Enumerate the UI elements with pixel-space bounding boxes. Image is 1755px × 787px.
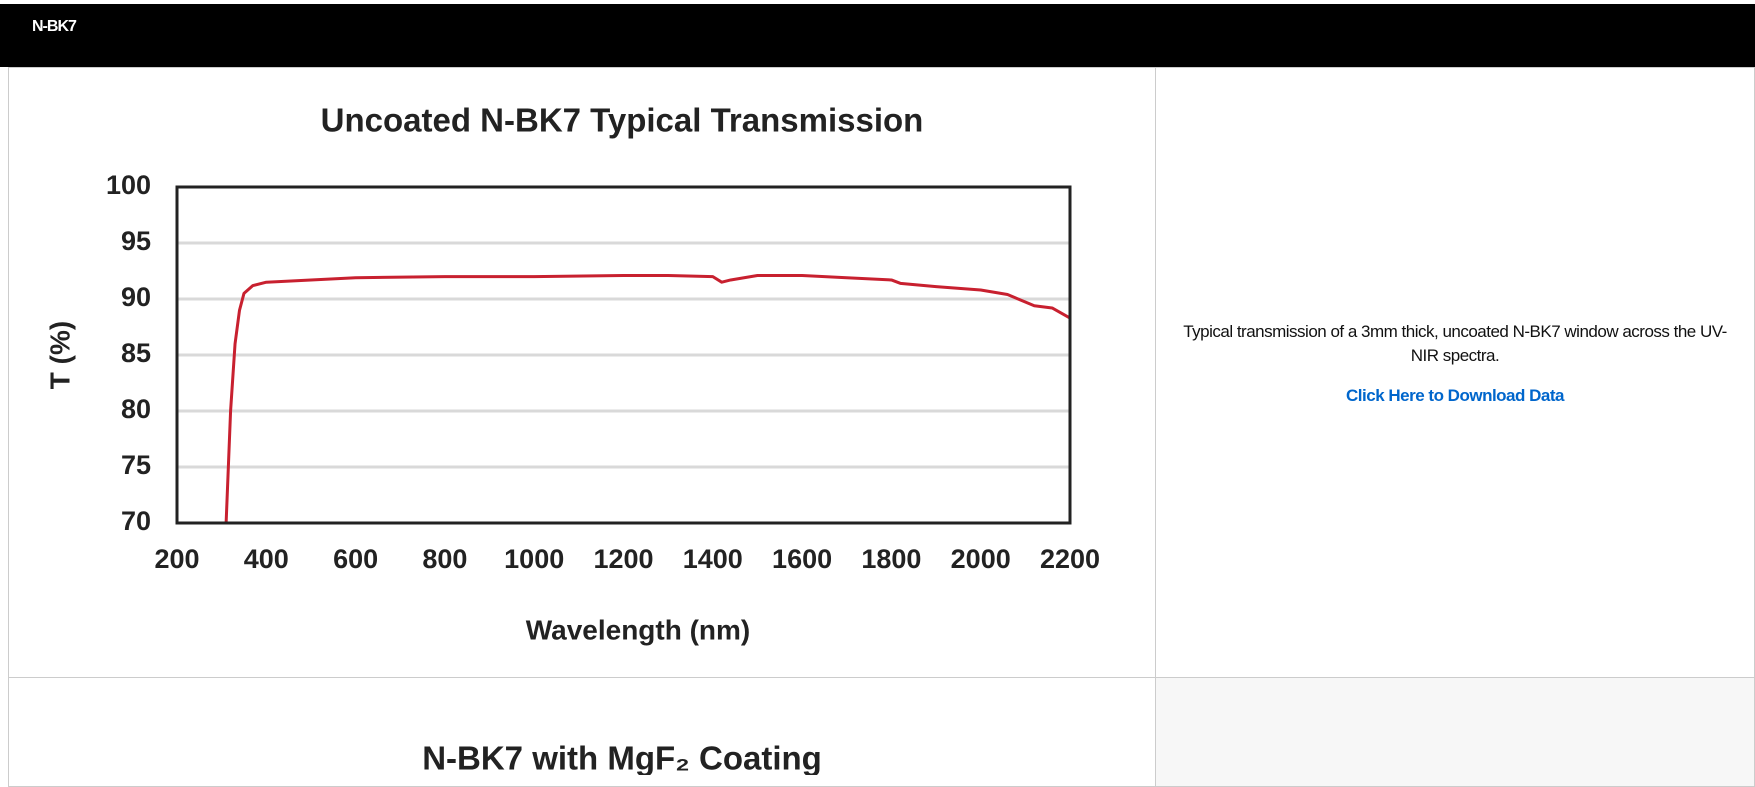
- x-tick-label: 1400: [683, 544, 743, 574]
- chart-title: Uncoated N-BK7 Typical Transmission: [321, 102, 924, 139]
- download-link[interactable]: Click Here to Download Data: [1346, 386, 1564, 405]
- y-tick-label: 85: [121, 338, 151, 368]
- description: Typical transmission of a 3mm thick, unc…: [1183, 322, 1727, 365]
- x-tick-label: 2200: [1040, 544, 1100, 574]
- x-tick-label: 2000: [951, 544, 1011, 574]
- x-tick-label: 200: [154, 544, 199, 574]
- x-axis-label: Wavelength (nm): [526, 614, 751, 645]
- x-tick-label: 800: [422, 544, 467, 574]
- x-tick-label: 400: [244, 544, 289, 574]
- y-axis-label: T (%): [44, 321, 75, 389]
- x-tick-label: 1000: [504, 544, 564, 574]
- chart-title: N-BK7 with MgF₂ Coating: [422, 740, 822, 775]
- y-tick-label: 75: [121, 450, 151, 480]
- x-tick-label: 1200: [593, 544, 653, 574]
- info-cell-2: [1155, 677, 1755, 787]
- header-title: N-BK7: [32, 18, 77, 35]
- header: N-BK7: [0, 4, 1755, 67]
- y-tick-label: 95: [121, 226, 151, 256]
- x-tick-label: 1600: [772, 544, 832, 574]
- y-tick-label: 80: [121, 394, 151, 424]
- data-line: [224, 273, 1071, 524]
- info-cell: [1155, 67, 1755, 678]
- y-tick-label: 100: [106, 170, 151, 200]
- chart: Uncoated N-BK7 Typical Transmission Wave…: [44, 102, 1100, 646]
- x-tick-label: 1800: [861, 544, 921, 574]
- y-tick-label: 90: [121, 282, 151, 312]
- chart-2: N-BK7 with MgF₂ Coating: [422, 740, 822, 775]
- y-tick-label: 70: [121, 506, 151, 536]
- plot-frame: [175, 185, 1072, 525]
- x-tick-label: 600: [333, 544, 378, 574]
